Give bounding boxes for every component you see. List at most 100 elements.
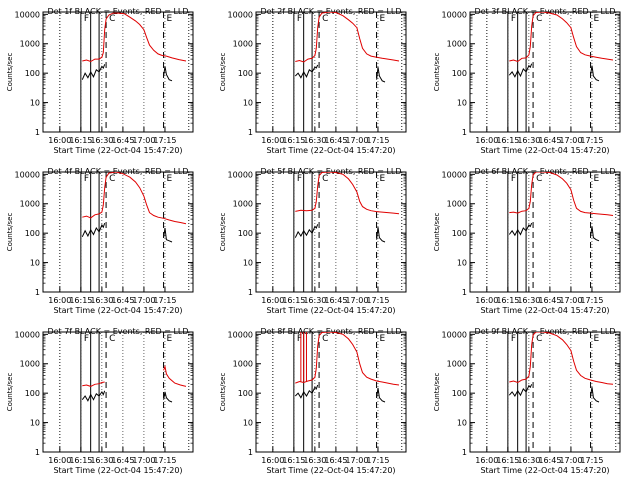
x-tick-label: 17:15 (366, 136, 389, 145)
panel-8: 1 10 100 1000 10000 16:0016:1516:3016:4517:00… (219, 327, 407, 475)
x-tick-label: 17:00 (559, 136, 582, 145)
series-events-black (376, 67, 386, 83)
series-events-black (376, 227, 386, 243)
series-lld-red (82, 172, 187, 225)
x-tick-label: 16:15 (69, 136, 92, 145)
x-tick-label: 16:30 (90, 456, 113, 465)
x-tick-label: 16:15 (496, 296, 519, 305)
y-tick-label: 10000 (15, 330, 40, 339)
panel-6: 1 10 100 1000 10000 16:0016:1516:3016:4517:00… (433, 167, 621, 315)
x-tick-label: 17:15 (153, 456, 176, 465)
panel-5: 1 10 100 1000 10000 16:0016:1516:3016:4517:00… (219, 167, 407, 315)
y-axis-label: Counts/sec (6, 373, 14, 412)
x-tick-label: 16:00 (475, 136, 498, 145)
y-tick-label: 10 (243, 419, 253, 428)
x-tick-label: 17:15 (153, 136, 176, 145)
x-tick-label: 16:30 (303, 296, 326, 305)
x-tick-label: 17:15 (580, 296, 603, 305)
series-events-black (163, 66, 173, 82)
y-tick-label: 1 (35, 288, 40, 297)
plot-frame (469, 11, 621, 133)
y-axis-label: Counts/sec (219, 373, 227, 412)
x-tick-label: 16:30 (303, 136, 326, 145)
x-tick-label: 16:15 (69, 296, 92, 305)
x-axis-label: Start Time (22-Oct-04 15:47:20) (53, 146, 182, 155)
interval-marker-label: E (380, 174, 386, 184)
x-tick-label: 16:45 (111, 136, 134, 145)
x-tick-label: 16:15 (69, 456, 92, 465)
plot-frame (255, 331, 407, 453)
x-axis-label: Start Time (22-Oct-04 15:47:20) (266, 306, 395, 315)
interval-marker-label: E (594, 334, 600, 344)
x-tick-label: 16:45 (324, 296, 347, 305)
x-tick-label: 16:00 (261, 456, 284, 465)
interval-marker-label: F (84, 174, 89, 184)
x-axis-label: Start Time (22-Oct-04 15:47:20) (53, 306, 182, 315)
y-tick-label: 1000 (20, 360, 40, 369)
y-tick-label: 100 (238, 389, 253, 398)
x-tick-label: 16:45 (538, 456, 561, 465)
panel-title: Det 5f BLACK = Events, RED = LLD (260, 167, 401, 176)
y-tick-label: 10000 (228, 330, 253, 339)
panel-2: 1 10 100 1000 10000 16:0016:1516:3016:4517:00… (219, 7, 407, 155)
y-axis-label: Counts/sec (433, 53, 441, 92)
series-lld-red (82, 12, 187, 63)
panel-title: Det 8f BLACK = Events, RED = LLD (260, 327, 401, 336)
panel-title: Det 4f BLACK = Events, RED = LLD (47, 167, 188, 176)
y-tick-label: 10 (457, 419, 467, 428)
series-lld-red (163, 364, 187, 387)
x-tick-label: 16:45 (111, 456, 134, 465)
interval-marker-label: E (594, 174, 600, 184)
interval-marker-label: C (109, 14, 115, 24)
y-tick-label: 10000 (228, 10, 253, 19)
y-tick-label: 10000 (442, 330, 467, 339)
series-events-black (81, 390, 106, 402)
y-tick-label: 100 (452, 69, 467, 78)
interval-marker-label: F (511, 174, 516, 184)
x-tick-label: 16:15 (282, 296, 305, 305)
interval-marker-label: C (536, 174, 542, 184)
plot-frame (255, 171, 407, 293)
interval-marker-label: C (109, 174, 115, 184)
interval-marker-label: F (297, 174, 302, 184)
series-lld-red (295, 332, 400, 386)
series-events-black (294, 384, 319, 399)
plot-frame (469, 331, 621, 453)
y-tick-label: 10 (30, 259, 40, 268)
x-tick-label: 17:15 (153, 296, 176, 305)
interval-marker-label: F (511, 334, 516, 344)
x-tick-label: 17:15 (366, 296, 389, 305)
x-tick-label: 16:15 (282, 456, 305, 465)
interval-marker-label: E (594, 14, 600, 24)
plot-frame (42, 331, 194, 453)
interval-marker-label: E (167, 14, 173, 24)
series-events-black (294, 64, 319, 79)
y-tick-label: 1 (35, 448, 40, 457)
interval-marker-label: C (322, 334, 328, 344)
y-tick-label: 1 (462, 448, 467, 457)
y-axis-label: Counts/sec (219, 53, 227, 92)
x-axis-label: Start Time (22-Oct-04 15:47:20) (53, 466, 182, 475)
series-events-black (508, 63, 533, 78)
panel-title: Det 9f BLACK = Events, RED = LLD (474, 327, 615, 336)
x-tick-label: 17:15 (580, 456, 603, 465)
y-tick-label: 1000 (20, 40, 40, 49)
panel-7: 1 10 100 1000 10000 16:0016:1516:3016:4517:00… (6, 327, 194, 475)
series-events-black (508, 222, 533, 237)
interval-marker-label: F (84, 14, 89, 24)
panel-4: 1 10 100 1000 10000 16:0016:1516:3016:4517:00… (6, 167, 194, 315)
x-tick-label: 17:15 (366, 456, 389, 465)
y-tick-label: 10000 (15, 170, 40, 179)
series-events-black (81, 64, 106, 80)
series-lld-red (295, 172, 400, 215)
panel-title: Det 3f BLACK = Events, RED = LLD (474, 7, 615, 16)
y-axis-label: Counts/sec (433, 373, 441, 412)
interval-marker-label: F (297, 334, 302, 344)
x-tick-label: 16:30 (90, 296, 113, 305)
y-tick-label: 10000 (228, 170, 253, 179)
interval-marker-label: E (167, 174, 173, 184)
y-tick-label: 1000 (233, 360, 253, 369)
y-tick-label: 1000 (233, 200, 253, 209)
interval-marker-label: F (84, 334, 89, 344)
y-tick-label: 1000 (20, 200, 40, 209)
